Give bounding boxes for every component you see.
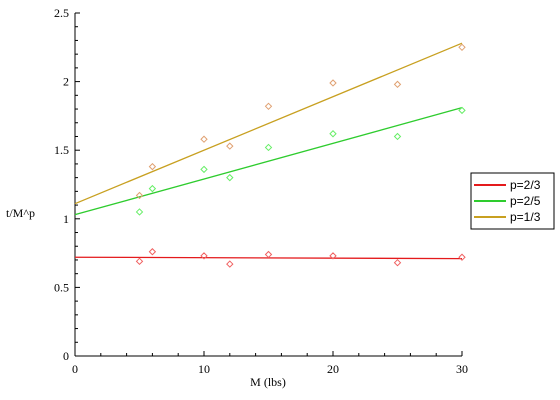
- data-point-series-2: [393, 132, 402, 141]
- data-point-series-3: [200, 135, 208, 143]
- y-tick-label: 1: [63, 212, 69, 226]
- data-point-series-1: [148, 248, 157, 256]
- data-point-series-2: [329, 130, 337, 138]
- x-tick-label: 20: [327, 362, 339, 376]
- data-point-series-2: [200, 165, 208, 174]
- data-point-series-1: [200, 252, 208, 260]
- data-points: [135, 43, 466, 268]
- data-point-series-1: [226, 260, 234, 268]
- x-tick-label: 30: [456, 362, 468, 376]
- axes: [74, 13, 462, 357]
- x-axis-label: M (lbs): [250, 375, 286, 389]
- legend-items: p=2/3 p=2/5 p=1/3: [474, 178, 541, 224]
- x-tick-label: 0: [72, 362, 78, 376]
- data-point-series-1: [135, 257, 144, 266]
- y-tick-label: 2.5: [54, 6, 69, 20]
- data-point-series-2: [264, 143, 273, 152]
- data-point-series-3: [393, 80, 402, 89]
- y-tick-label: 0.5: [54, 280, 69, 294]
- data-point-series-2: [226, 173, 234, 182]
- data-point-series-1: [393, 258, 402, 267]
- legend-label-3: p=1/3: [510, 210, 541, 224]
- data-point-series-2: [148, 184, 157, 193]
- legend: p=2/3 p=2/5 p=1/3: [470, 172, 555, 230]
- tick-labels: 0 0.5 1 1.5 2 2.5 0 10 20 30: [54, 6, 468, 376]
- data-point-series-2: [135, 208, 144, 216]
- data-point-series-3: [135, 191, 144, 200]
- legend-label-1: p=2/3: [510, 178, 541, 192]
- legend-label-2: p=2/5: [510, 194, 541, 208]
- fit-line-3: [74, 42, 463, 205]
- data-point-series-1: [264, 250, 273, 259]
- data-point-series-1: [458, 253, 466, 261]
- data-point-series-3: [226, 142, 234, 150]
- data-point-series-3: [148, 162, 157, 171]
- data-point-series-3: [329, 79, 337, 87]
- data-point-series-3: [458, 43, 466, 52]
- fit-line-2: [74, 107, 463, 216]
- data-point-series-3: [264, 102, 273, 111]
- y-axis-label: t/M^p: [6, 206, 35, 220]
- data-point-series-2: [458, 106, 466, 115]
- axis-ticks: [74, 12, 463, 357]
- data-point-series-1: [329, 252, 337, 260]
- y-tick-label: 0: [63, 349, 69, 363]
- x-tick-label: 10: [198, 362, 210, 376]
- y-tick-label: 1.5: [54, 143, 69, 157]
- y-tick-label: 2: [63, 75, 69, 89]
